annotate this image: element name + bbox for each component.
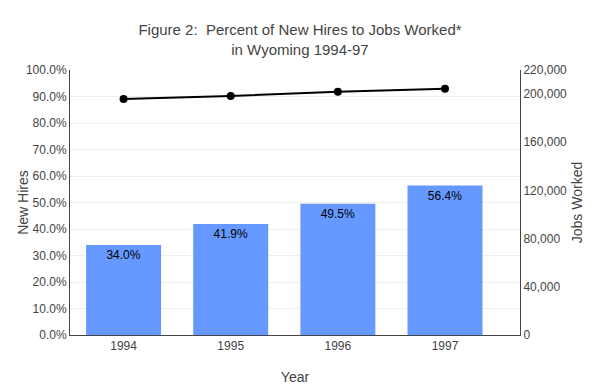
svg-text:New Hires: New Hires bbox=[15, 170, 31, 235]
svg-text:200,000: 200,000 bbox=[523, 87, 567, 101]
svg-text:Figure 2: Percent of New Hire: Figure 2: Percent of New Hires to Jobs W… bbox=[138, 21, 461, 58]
svg-text:50.0%: 50.0% bbox=[33, 196, 67, 210]
svg-text:1995: 1995 bbox=[217, 339, 244, 353]
svg-text:60.0%: 60.0% bbox=[33, 169, 67, 183]
svg-text:1994: 1994 bbox=[110, 339, 137, 353]
svg-text:40.0%: 40.0% bbox=[33, 222, 67, 236]
svg-text:220,000: 220,000 bbox=[523, 63, 567, 77]
svg-text:34.0%: 34.0% bbox=[106, 248, 140, 262]
svg-text:Jobs Worked: Jobs Worked bbox=[569, 162, 585, 243]
svg-text:40,000: 40,000 bbox=[523, 280, 560, 294]
svg-text:Year: Year bbox=[281, 369, 310, 385]
svg-text:90.0%: 90.0% bbox=[33, 90, 67, 104]
svg-text:80.0%: 80.0% bbox=[33, 116, 67, 130]
svg-text:80,000: 80,000 bbox=[523, 232, 560, 246]
svg-text:70.0%: 70.0% bbox=[33, 143, 67, 157]
svg-text:160,000: 160,000 bbox=[523, 135, 567, 149]
svg-text:10.0%: 10.0% bbox=[33, 302, 67, 316]
svg-text:20.0%: 20.0% bbox=[33, 275, 67, 289]
svg-text:1997: 1997 bbox=[432, 339, 459, 353]
svg-text:1996: 1996 bbox=[325, 339, 352, 353]
svg-text:30.0%: 30.0% bbox=[33, 249, 67, 263]
svg-text:0.0%: 0.0% bbox=[39, 328, 67, 342]
svg-text:41.9%: 41.9% bbox=[214, 227, 248, 241]
svg-text:49.5%: 49.5% bbox=[321, 207, 355, 221]
svg-text:100.0%: 100.0% bbox=[26, 63, 67, 77]
svg-text:56.4%: 56.4% bbox=[428, 189, 462, 203]
svg-text:120,000: 120,000 bbox=[523, 184, 567, 198]
svg-text:0: 0 bbox=[523, 328, 530, 342]
